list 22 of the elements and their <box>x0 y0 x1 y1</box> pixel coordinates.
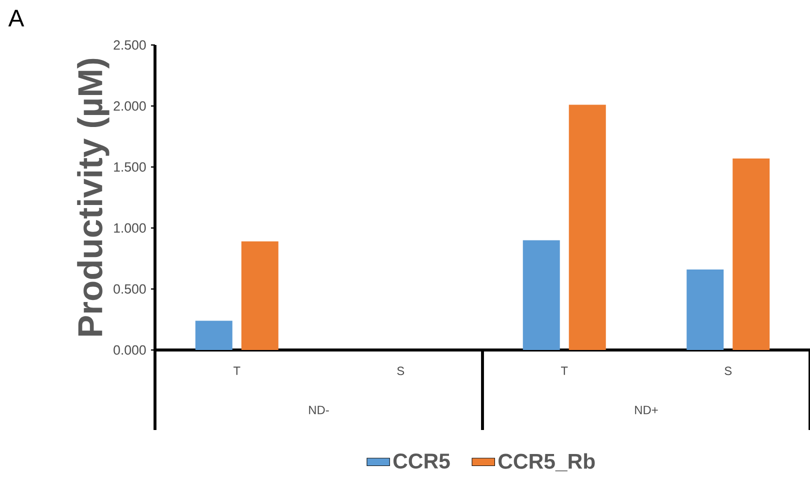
y-tick-label: 1.500 <box>114 162 146 172</box>
text: A <box>8 10 24 26</box>
y-tick-label: 0.500 <box>114 284 146 294</box>
legend-label: CCR5 <box>393 454 450 469</box>
x-tick-label: T <box>561 366 568 375</box>
y-tick-label: 2.000 <box>114 101 146 111</box>
bar <box>241 241 278 350</box>
y-tick-label: 1.000 <box>114 223 146 233</box>
x-tick-label: S <box>397 366 404 376</box>
legend-label: CCR5_Rb <box>498 453 595 472</box>
bar <box>686 269 724 350</box>
y-tick-label: 0.000 <box>114 345 146 355</box>
y-tick-label: 2.500 <box>114 40 146 50</box>
bar <box>195 320 232 350</box>
x-tick-label: T <box>233 366 240 375</box>
bar <box>732 158 770 350</box>
bar <box>568 104 606 350</box>
text: ND- <box>309 406 329 414</box>
bar <box>522 240 560 350</box>
x-tick-label: S <box>724 366 732 376</box>
text: ND+ <box>635 406 658 414</box>
y-axis-title: Productivity (µM) <box>77 58 110 336</box>
